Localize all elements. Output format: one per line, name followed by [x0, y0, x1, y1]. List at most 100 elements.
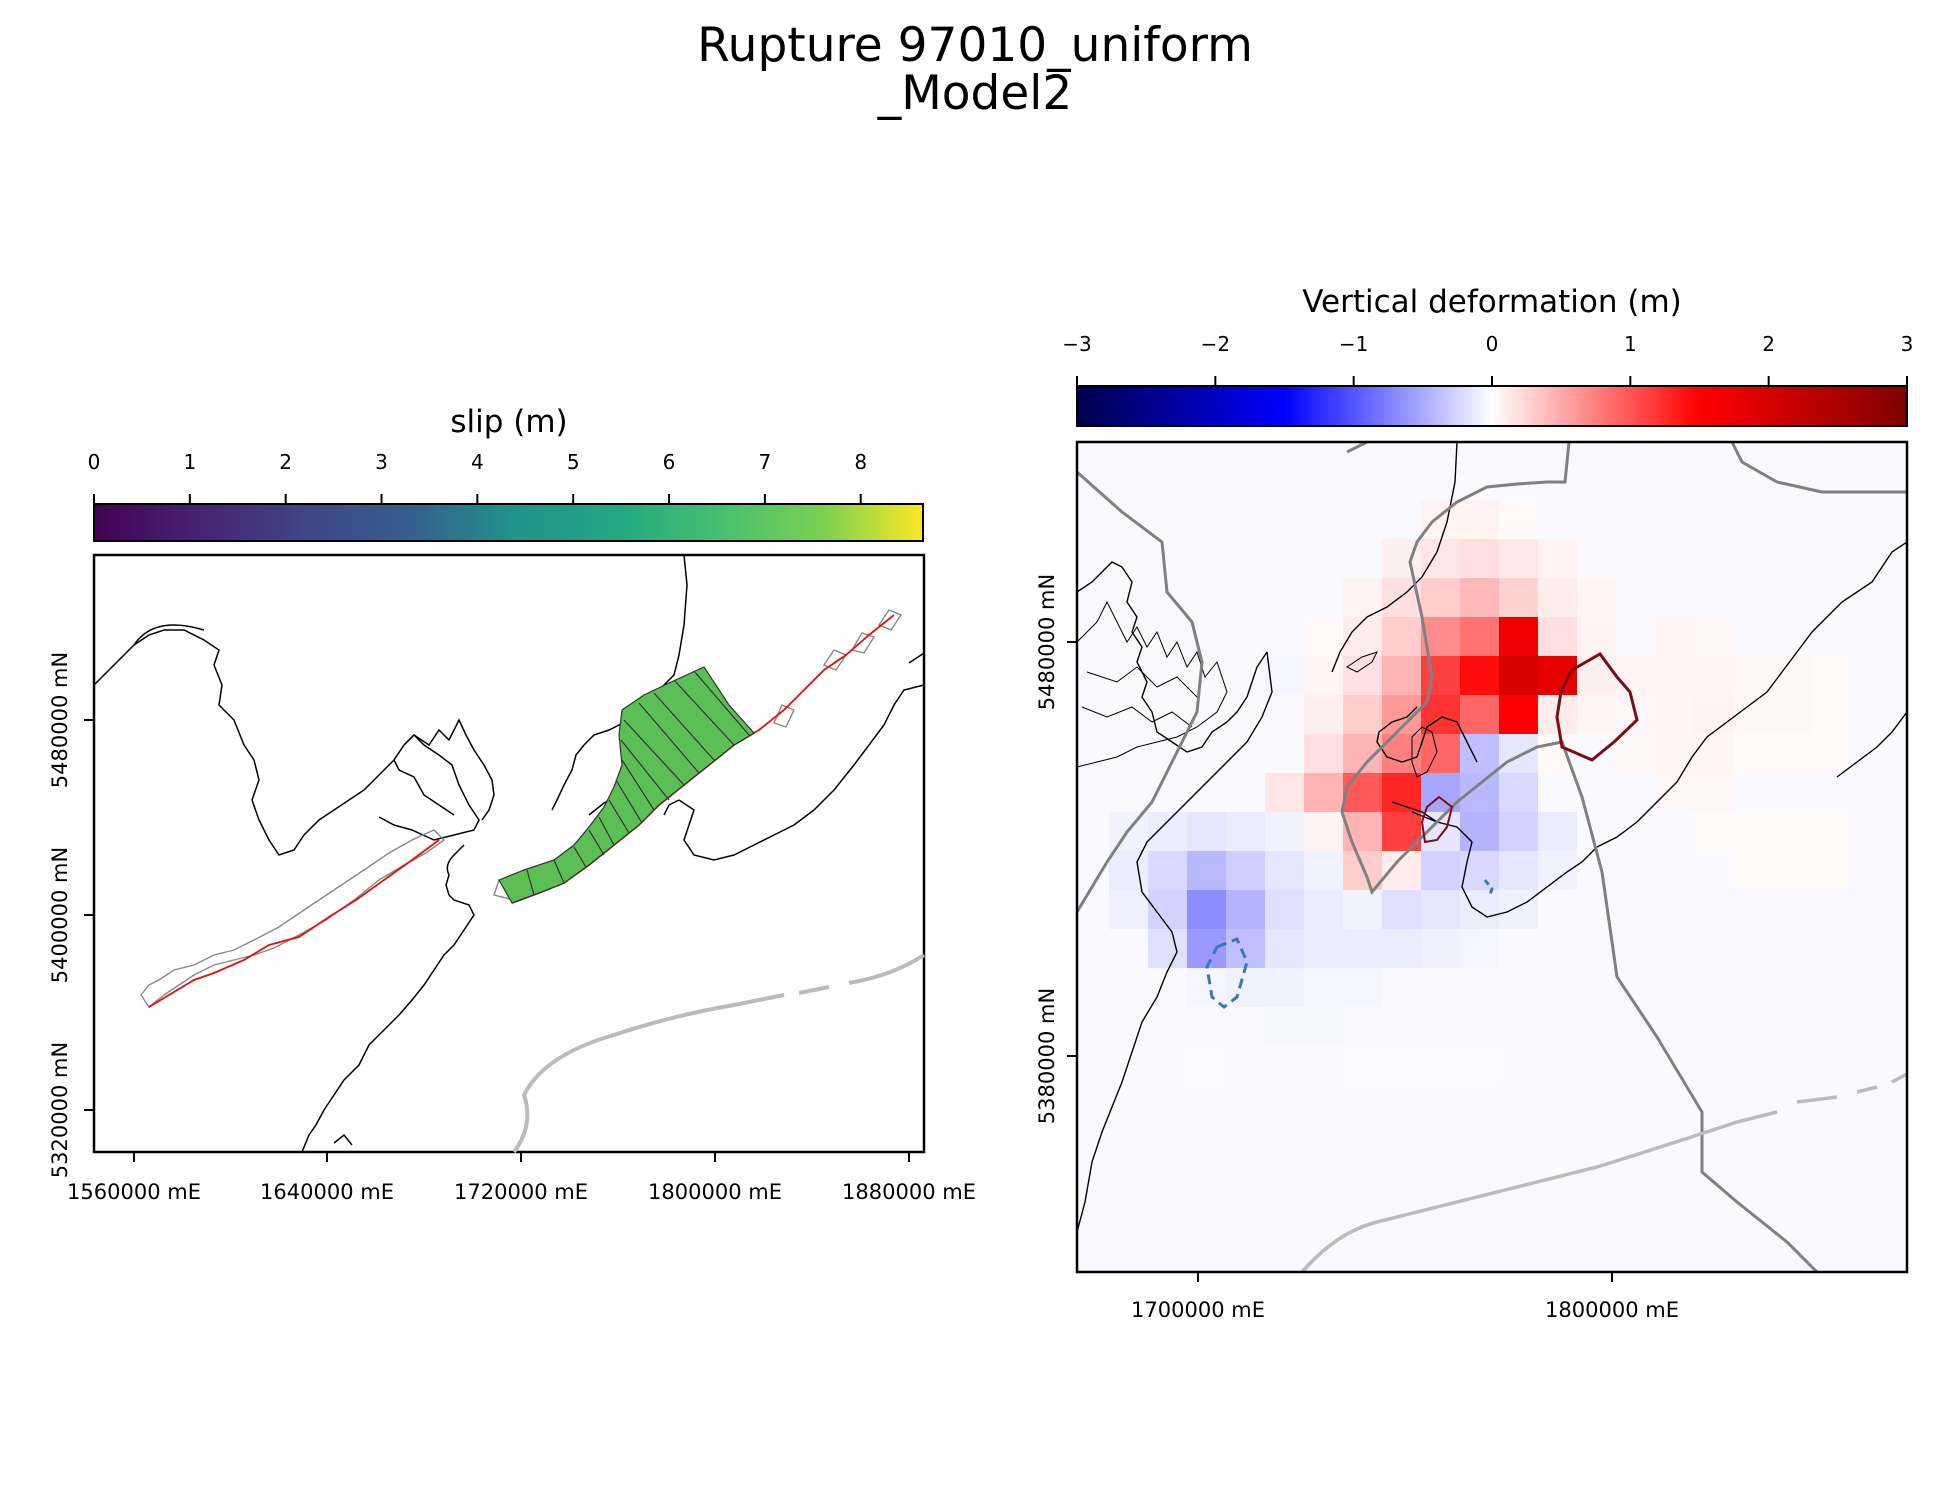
- deformation-cell: [1733, 812, 1772, 851]
- deformation-cell: [1421, 578, 1460, 617]
- subsidence-contour: [1205, 937, 1249, 1009]
- slip-map-x-tick-label: 1880000 mE: [842, 1180, 976, 1204]
- deformation-cell: [1733, 695, 1772, 734]
- slip-colorbar-tick-label: 1: [183, 450, 197, 474]
- deformation-cell: [1343, 1046, 1382, 1085]
- deformation-cell: [1460, 1046, 1499, 1085]
- deformation-cell: [1616, 734, 1655, 773]
- deformation-cell: [1460, 929, 1499, 968]
- deformation-cell: [1187, 812, 1226, 851]
- patch-boundaries: [526, 670, 750, 896]
- deformation-cell: [1499, 734, 1538, 773]
- deformation-cell: [1265, 773, 1304, 812]
- deformation-cell: [1616, 656, 1655, 695]
- slip-map-x-tick-label: 1800000 mE: [648, 1180, 782, 1204]
- deformation-cell: [1226, 890, 1265, 929]
- deformation-cell: [1655, 734, 1694, 773]
- slip-colorbar-tick-label: 8: [854, 450, 868, 474]
- slip-colorbar-tick-label: 4: [470, 450, 484, 474]
- deformation-cell: [1382, 968, 1421, 1007]
- deformation-cell: [1382, 617, 1421, 656]
- deformation-cell: [1499, 617, 1538, 656]
- deformation-cell: [1421, 734, 1460, 773]
- deformation-map: [1075, 440, 1909, 1274]
- deformation-cell: [1733, 734, 1772, 773]
- deformation-cell: [1265, 851, 1304, 890]
- deformation-cell: [1811, 695, 1850, 734]
- slip-colorbar-tick-label: 3: [375, 450, 388, 474]
- deformation-cell: [1421, 656, 1460, 695]
- deformation-cell: [1460, 500, 1499, 539]
- deformation-cell: [1772, 695, 1811, 734]
- deformation-cell: [1538, 812, 1577, 851]
- deformation-cell: [1226, 851, 1265, 890]
- slip-colorbar-tick-label: 5: [566, 450, 580, 474]
- deformation-cell: [1811, 656, 1850, 695]
- deformation-cell: [1694, 695, 1733, 734]
- deformation-cell: [1499, 695, 1538, 734]
- deformation-cell: [1460, 851, 1499, 890]
- deformation-cell: [1772, 734, 1811, 773]
- deformation-cell: [1226, 812, 1265, 851]
- deformation-cell: [1499, 539, 1538, 578]
- deformation-cell: [1265, 968, 1304, 1007]
- deformation-cell: [1538, 539, 1577, 578]
- deformation-cell: [1655, 773, 1694, 812]
- deformation-cell: [1187, 851, 1226, 890]
- deformation-cell: [1343, 578, 1382, 617]
- slip-map-x-tick-label: 1560000 mE: [67, 1180, 201, 1204]
- deformation-cell: [1499, 656, 1538, 695]
- deformation-cell: [1343, 773, 1382, 812]
- deformation-cell: [1577, 695, 1616, 734]
- deformation-colorbar-tick-label: 1: [1623, 332, 1637, 356]
- deformation-cell: [1577, 617, 1616, 656]
- deformation-cell: [1499, 773, 1538, 812]
- slip-colorbar-tick-label: 0: [87, 450, 101, 474]
- deformation-cell: [1811, 851, 1850, 890]
- slip-colorbar-title: slip (m): [450, 404, 568, 440]
- deformation-cell: [1499, 500, 1538, 539]
- deformation-map-x-tick-label: 1800000 mE: [1545, 1298, 1679, 1322]
- deformation-cell: [1460, 656, 1499, 695]
- trench-line: [512, 993, 785, 1154]
- deformation-cell: [1148, 929, 1187, 968]
- deformation-cell: [1109, 851, 1148, 890]
- deformation-cell: [1811, 734, 1850, 773]
- deformation-cell: [1304, 695, 1343, 734]
- deformation-cell: [1343, 929, 1382, 968]
- deformation-colorbar-tick-label: 2: [1762, 332, 1776, 356]
- deformation-cell: [1304, 773, 1343, 812]
- deformation-cell: [1421, 1046, 1460, 1085]
- deformation-cell: [1811, 812, 1850, 851]
- deformation-cell: [1265, 812, 1304, 851]
- deformation-cell: [1265, 1007, 1304, 1046]
- deformation-cell: [1694, 773, 1733, 812]
- deformation-cell: [1538, 773, 1577, 812]
- deformation-colorbar-tick-label: −2: [1200, 332, 1231, 356]
- deformation-cell: [1265, 929, 1304, 968]
- deformation-grid: [1109, 500, 1850, 1085]
- deformation-cell: [1304, 929, 1343, 968]
- deformation-cell: [1109, 890, 1148, 929]
- deformation-cell: [1733, 656, 1772, 695]
- deformation-cell: [1460, 578, 1499, 617]
- deformation-cell: [1226, 1046, 1265, 1085]
- deformation-cell: [1460, 617, 1499, 656]
- deformation-cell: [1148, 851, 1187, 890]
- deformation-cell: [1499, 890, 1538, 929]
- deformation-cell: [1265, 890, 1304, 929]
- deformation-cell: [1772, 656, 1811, 695]
- slip-colorbar-tick-label: 2: [279, 450, 293, 474]
- deformation-cell: [1538, 578, 1577, 617]
- slip-colorbar-tick-label: 6: [662, 450, 676, 474]
- deformation-colorbar-tick-label: −3: [1062, 332, 1092, 356]
- deformation-map-x-tick-label: 1700000 mE: [1131, 1298, 1265, 1322]
- deformation-cell: [1304, 851, 1343, 890]
- deformation-cell: [1538, 617, 1577, 656]
- deformation-cell: [1187, 929, 1226, 968]
- deformation-cell: [1772, 851, 1811, 890]
- deformation-cell: [1304, 734, 1343, 773]
- deformation-cell: [1460, 695, 1499, 734]
- deformation-cell: [1538, 890, 1577, 929]
